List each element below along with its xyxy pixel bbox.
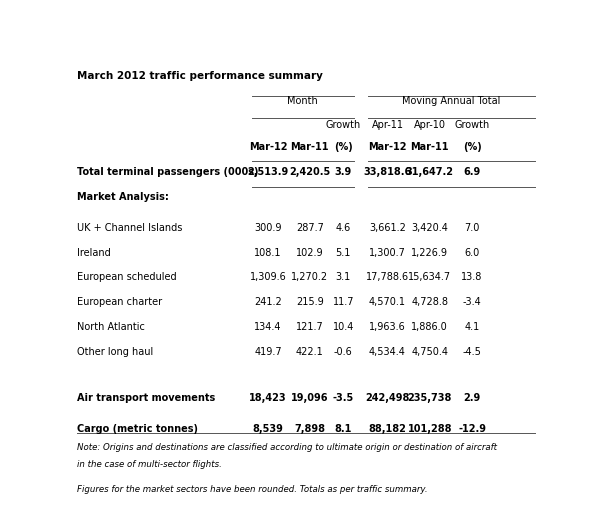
Text: European charter: European charter	[77, 297, 163, 307]
Text: 1,270.2: 1,270.2	[291, 272, 328, 282]
Text: Growth: Growth	[326, 120, 361, 130]
Text: 287.7: 287.7	[296, 223, 324, 233]
Text: Mar-11: Mar-11	[410, 141, 449, 152]
Text: 1,886.0: 1,886.0	[412, 322, 448, 332]
Text: Ireland: Ireland	[77, 248, 111, 257]
Text: 18,423: 18,423	[249, 393, 287, 403]
Text: 4.6: 4.6	[335, 223, 351, 233]
Text: -3.5: -3.5	[332, 393, 354, 403]
Text: 121.7: 121.7	[296, 322, 324, 332]
Text: 102.9: 102.9	[296, 248, 323, 257]
Text: -3.4: -3.4	[463, 297, 481, 307]
Text: 235,738: 235,738	[407, 393, 452, 403]
Text: Total terminal passengers (000s): Total terminal passengers (000s)	[77, 167, 259, 178]
Text: 4,570.1: 4,570.1	[369, 297, 406, 307]
Text: 31,647.2: 31,647.2	[406, 167, 454, 178]
Text: 13.8: 13.8	[461, 272, 483, 282]
Text: in the case of multi-sector flights.: in the case of multi-sector flights.	[77, 460, 222, 469]
Text: 134.4: 134.4	[254, 322, 282, 332]
Text: 1,226.9: 1,226.9	[411, 248, 448, 257]
Text: Apr-10: Apr-10	[414, 120, 446, 130]
Text: 7,898: 7,898	[295, 424, 325, 434]
Text: Market Analysis:: Market Analysis:	[77, 192, 169, 202]
Text: 15,634.7: 15,634.7	[408, 272, 451, 282]
Text: 101,288: 101,288	[407, 424, 452, 434]
Text: 19,096: 19,096	[291, 393, 329, 403]
Text: 2,420.5: 2,420.5	[289, 167, 331, 178]
Text: 1,300.7: 1,300.7	[369, 248, 406, 257]
Text: 4,750.4: 4,750.4	[411, 347, 448, 356]
Text: Moving Annual Total: Moving Annual Total	[403, 96, 501, 107]
Text: Mar-12: Mar-12	[368, 141, 407, 152]
Text: Growth: Growth	[454, 120, 490, 130]
Text: 7.0: 7.0	[464, 223, 480, 233]
Text: European scheduled: European scheduled	[77, 272, 177, 282]
Text: Mar-11: Mar-11	[290, 141, 329, 152]
Text: Other long haul: Other long haul	[77, 347, 154, 356]
Text: 4,534.4: 4,534.4	[369, 347, 406, 356]
Text: -12.9: -12.9	[458, 424, 486, 434]
Text: 1,963.6: 1,963.6	[369, 322, 406, 332]
Text: 33,818.6: 33,818.6	[364, 167, 412, 178]
Text: Apr-11: Apr-11	[371, 120, 403, 130]
Text: 8,539: 8,539	[253, 424, 283, 434]
Text: 242,498: 242,498	[365, 393, 410, 403]
Text: 3,661.2: 3,661.2	[369, 223, 406, 233]
Text: 4,728.8: 4,728.8	[411, 297, 448, 307]
Text: 4.1: 4.1	[464, 322, 480, 332]
Text: 1,309.6: 1,309.6	[250, 272, 286, 282]
Text: Month: Month	[287, 96, 318, 107]
Text: Figures for the market sectors have been rounded. Totals as per traffic summary.: Figures for the market sectors have been…	[77, 485, 428, 494]
Text: 422.1: 422.1	[296, 347, 324, 356]
Text: (%): (%)	[463, 141, 481, 152]
Text: 419.7: 419.7	[254, 347, 282, 356]
Text: UK + Channel Islands: UK + Channel Islands	[77, 223, 182, 233]
Text: (%): (%)	[334, 141, 353, 152]
Text: 3.1: 3.1	[335, 272, 351, 282]
Text: Note: Origins and destinations are classified according to ultimate origin or de: Note: Origins and destinations are class…	[77, 443, 497, 452]
Text: 108.1: 108.1	[254, 248, 282, 257]
Text: 11.7: 11.7	[332, 297, 354, 307]
Text: 2.9: 2.9	[463, 393, 481, 403]
Text: 3,420.4: 3,420.4	[412, 223, 448, 233]
Text: 88,182: 88,182	[368, 424, 406, 434]
Text: March 2012 traffic performance summary: March 2012 traffic performance summary	[77, 71, 323, 81]
Text: 6.0: 6.0	[464, 248, 480, 257]
Text: 5.1: 5.1	[335, 248, 351, 257]
Text: North Atlantic: North Atlantic	[77, 322, 145, 332]
Text: 6.9: 6.9	[463, 167, 481, 178]
Text: 10.4: 10.4	[332, 322, 354, 332]
Text: -4.5: -4.5	[463, 347, 482, 356]
Text: Mar-12: Mar-12	[249, 141, 287, 152]
Text: Cargo (metric tonnes): Cargo (metric tonnes)	[77, 424, 199, 434]
Text: 2,513.9: 2,513.9	[247, 167, 289, 178]
Text: Air transport movements: Air transport movements	[77, 393, 215, 403]
Text: 241.2: 241.2	[254, 297, 282, 307]
Text: 3.9: 3.9	[335, 167, 352, 178]
Text: 215.9: 215.9	[296, 297, 324, 307]
Text: 17,788.6: 17,788.6	[366, 272, 409, 282]
Text: 300.9: 300.9	[254, 223, 282, 233]
Text: -0.6: -0.6	[334, 347, 353, 356]
Text: 8.1: 8.1	[335, 424, 352, 434]
